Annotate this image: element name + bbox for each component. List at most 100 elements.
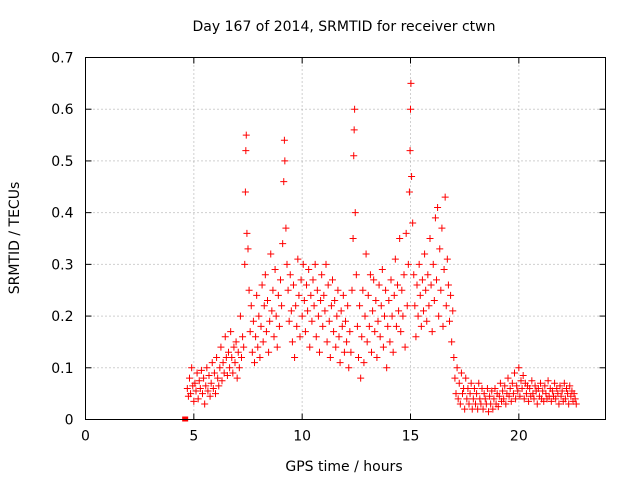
data-point (270, 333, 278, 341)
x-axis-label: GPS time / hours (285, 459, 402, 475)
data-point (288, 338, 296, 346)
data-point (193, 369, 201, 377)
data-point (439, 322, 447, 330)
data-point (314, 312, 322, 320)
data-point (221, 333, 229, 341)
data-point (436, 245, 444, 253)
data-point (353, 322, 361, 330)
data-point (459, 390, 466, 398)
data-point (465, 400, 473, 408)
data-point (355, 353, 362, 361)
data-point (261, 271, 269, 279)
data-point (533, 400, 541, 408)
data-point (199, 390, 206, 398)
data-point (513, 382, 521, 390)
data-point (377, 302, 385, 310)
data-point (424, 271, 432, 279)
y-tick-label: 0.1 (51, 361, 73, 377)
data-point (491, 384, 499, 392)
data-point (396, 235, 404, 242)
y-tick-label: 0.3 (51, 257, 73, 273)
data-point (548, 387, 556, 395)
data-point (325, 317, 333, 325)
data-point (267, 250, 275, 258)
data-point (204, 387, 212, 395)
data-point (560, 379, 568, 387)
data-point (201, 400, 209, 408)
data-point (435, 312, 443, 320)
data-point (413, 281, 421, 289)
data-point (285, 317, 293, 325)
data-point (475, 379, 483, 387)
data-point (462, 374, 470, 382)
data-point (571, 395, 579, 403)
data-point (268, 307, 276, 315)
data-point (416, 291, 424, 299)
data-point (356, 302, 364, 310)
data-point (197, 366, 205, 374)
data-point (260, 302, 268, 310)
data-point (344, 302, 352, 310)
data-point (187, 390, 195, 398)
data-point (505, 392, 513, 400)
data-point (570, 390, 578, 398)
data-point (316, 348, 323, 356)
data-point (248, 348, 256, 356)
data-point (485, 408, 492, 416)
data-point (417, 322, 425, 330)
data-point (280, 136, 288, 144)
data-point (422, 286, 430, 294)
data-point (284, 286, 292, 294)
data-point (338, 322, 346, 330)
data-point (561, 395, 569, 403)
data-point (520, 395, 528, 403)
data-point (296, 333, 304, 341)
x-tick-label: 15 (402, 429, 420, 445)
data-point (256, 353, 264, 361)
data-point (427, 281, 435, 289)
data-point (454, 395, 462, 403)
data-point (321, 307, 329, 315)
data-point (357, 374, 365, 382)
data-point (351, 105, 359, 113)
data-point (209, 384, 217, 392)
data-point (507, 397, 515, 405)
data-point (265, 348, 273, 356)
data-point (191, 379, 199, 387)
data-point (347, 348, 355, 356)
data-point (496, 379, 504, 387)
data-point (394, 281, 401, 289)
data-point (453, 364, 461, 372)
data-point (264, 297, 271, 305)
data-point (566, 382, 574, 390)
data-point (346, 328, 354, 336)
data-point (324, 281, 332, 289)
data-point (326, 353, 334, 361)
data-point (317, 297, 325, 305)
data-point (431, 214, 439, 222)
data-point (442, 302, 450, 310)
data-point (494, 403, 502, 411)
data-point (233, 374, 241, 382)
data-point (405, 188, 413, 196)
data-point (231, 359, 239, 367)
data-point (210, 369, 218, 377)
data-point (203, 364, 211, 372)
data-point (308, 317, 316, 325)
data-point (313, 286, 321, 294)
x-tick-label: 20 (510, 429, 528, 445)
data-point (379, 343, 387, 351)
data-point (206, 392, 214, 400)
data-point (262, 328, 270, 336)
data-point (192, 387, 200, 395)
data-point (464, 384, 472, 392)
data-point (509, 390, 517, 398)
data-point (301, 328, 309, 336)
data-point (335, 333, 343, 341)
data-point (257, 322, 265, 330)
y-tick-label: 0.7 (51, 51, 73, 67)
data-point (232, 338, 240, 346)
data-point (362, 250, 370, 258)
data-point (213, 353, 221, 361)
data-point (495, 392, 503, 400)
